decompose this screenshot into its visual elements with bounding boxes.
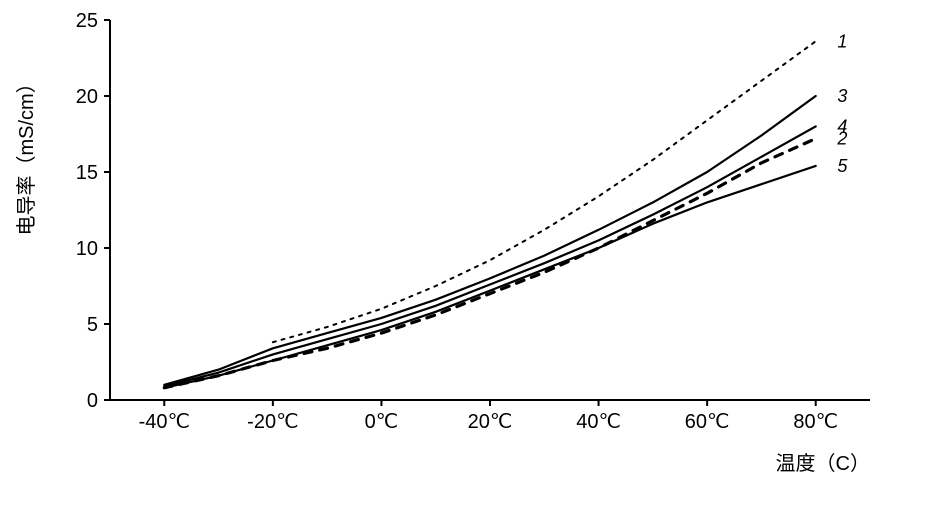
y-tick-label: 20 <box>76 86 98 108</box>
y-tick-label: 15 <box>76 162 98 184</box>
y-tick-label: 10 <box>76 238 98 260</box>
x-tick-label: 40℃ <box>576 411 621 433</box>
x-tick-label: 80℃ <box>793 411 838 433</box>
y-tick-label: 0 <box>87 390 98 412</box>
series-label-s1: 1 <box>837 31 847 51</box>
x-tick-label: 60℃ <box>685 411 730 433</box>
series-s3 <box>164 96 815 385</box>
chart-container: 0510152025-40℃-20℃0℃20℃40℃60℃80℃温度（C）134… <box>0 0 944 506</box>
series-label-s2: 2 <box>836 129 847 149</box>
y-axis-title: 电导率（mS/cm） <box>10 73 39 235</box>
y-tick-label: 25 <box>76 10 98 32</box>
x-tick-label: -40℃ <box>139 411 190 433</box>
series-s5 <box>164 166 815 388</box>
conductivity-line-chart: 0510152025-40℃-20℃0℃20℃40℃60℃80℃温度（C）134… <box>0 0 944 506</box>
series-s2 <box>164 139 815 388</box>
x-tick-label: 20℃ <box>468 411 513 433</box>
series-s1 <box>273 41 816 342</box>
x-tick-label: 0℃ <box>365 411 399 433</box>
series-label-s5: 5 <box>837 156 848 176</box>
x-tick-label: -20℃ <box>247 411 298 433</box>
y-tick-label: 5 <box>87 314 98 336</box>
series-label-s3: 3 <box>837 86 847 106</box>
axes <box>110 20 870 400</box>
x-axis-title: 温度（C） <box>776 452 870 475</box>
